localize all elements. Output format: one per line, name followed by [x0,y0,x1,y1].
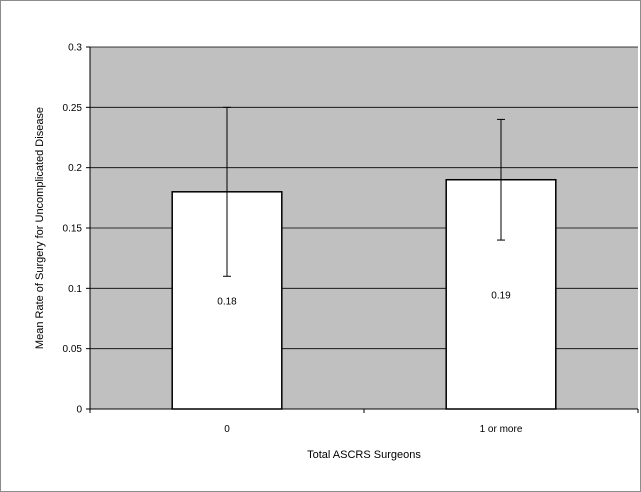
error-bars [223,106,505,277]
axes [86,46,639,413]
y-axis-title: Mean Rate of Surgery for Uncomplicated D… [34,107,46,349]
y-tick-label: 0.3 [68,43,82,54]
data-label: 0.19 [491,290,511,301]
y-tick-label: 0.1 [68,284,82,295]
y-tick-label: 0.2 [68,163,82,174]
x-tick-label: 0 [224,424,230,435]
y-tick-label: 0 [76,405,82,416]
x-axis-title: Total ASCRS Surgeons [307,449,421,461]
y-tick-label: 0.15 [63,224,83,235]
y-tick-label: 0.25 [63,103,83,114]
tick-labels: 0 0.05 0.1 0.15 0.2 0.25 0.3 0 1 or more [63,43,523,436]
y-tick-label: 0.05 [63,344,83,355]
data-label: 0.18 [217,296,237,307]
x-tick-label: 1 or more [480,424,523,435]
